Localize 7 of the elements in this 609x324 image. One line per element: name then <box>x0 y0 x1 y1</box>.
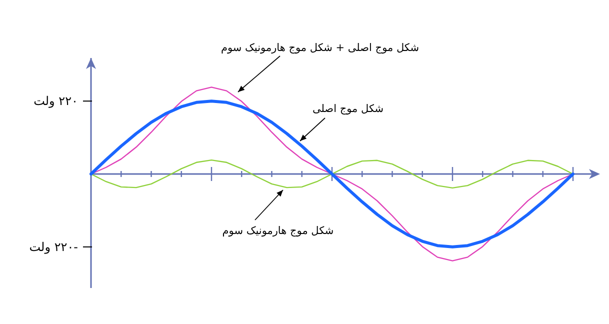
y-tick-label: ۲۲۰ ولت <box>34 94 78 108</box>
line-series <box>90 159 574 189</box>
y-tick-label: -۲۲۰ ولت <box>29 240 78 254</box>
line-series <box>90 100 574 248</box>
text: شکل موج اصلی + شکل موج هارمونیک سوم <box>220 42 420 54</box>
annotation: شکل موج هارمونیک سوم <box>222 225 334 237</box>
annotation: شکل موج اصلی <box>312 103 384 115</box>
